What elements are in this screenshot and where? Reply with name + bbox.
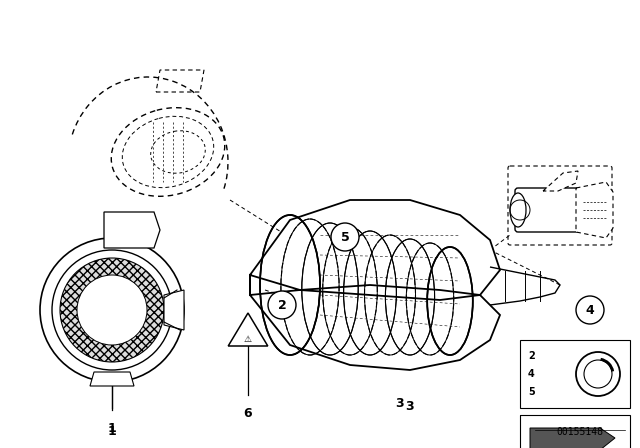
Circle shape	[584, 360, 612, 388]
Ellipse shape	[510, 193, 526, 227]
Text: 5: 5	[340, 231, 349, 244]
Text: 00155148: 00155148	[557, 427, 604, 437]
Text: 2: 2	[528, 351, 535, 361]
Polygon shape	[228, 313, 268, 346]
Circle shape	[52, 250, 172, 370]
Text: 5: 5	[528, 387, 535, 397]
Circle shape	[576, 352, 620, 396]
Text: 2: 2	[278, 298, 286, 311]
Text: 3: 3	[406, 400, 414, 413]
Polygon shape	[90, 372, 134, 386]
Circle shape	[576, 296, 604, 324]
Polygon shape	[543, 171, 578, 191]
Circle shape	[60, 258, 164, 362]
Text: 6: 6	[244, 407, 252, 420]
Circle shape	[331, 223, 359, 251]
Text: 1: 1	[108, 422, 116, 435]
Polygon shape	[104, 212, 160, 248]
Circle shape	[268, 291, 296, 319]
Bar	[520, 340, 630, 408]
Circle shape	[77, 275, 147, 345]
Text: 4: 4	[528, 369, 535, 379]
Text: 3: 3	[396, 397, 404, 410]
FancyBboxPatch shape	[515, 188, 581, 232]
Polygon shape	[164, 290, 184, 330]
Polygon shape	[530, 428, 615, 448]
Polygon shape	[250, 200, 500, 370]
Circle shape	[40, 238, 184, 382]
Bar	[520, 415, 630, 448]
Text: 1: 1	[108, 425, 116, 438]
Text: ⚠: ⚠	[244, 335, 252, 344]
Text: 4: 4	[586, 303, 595, 316]
Polygon shape	[576, 182, 613, 238]
